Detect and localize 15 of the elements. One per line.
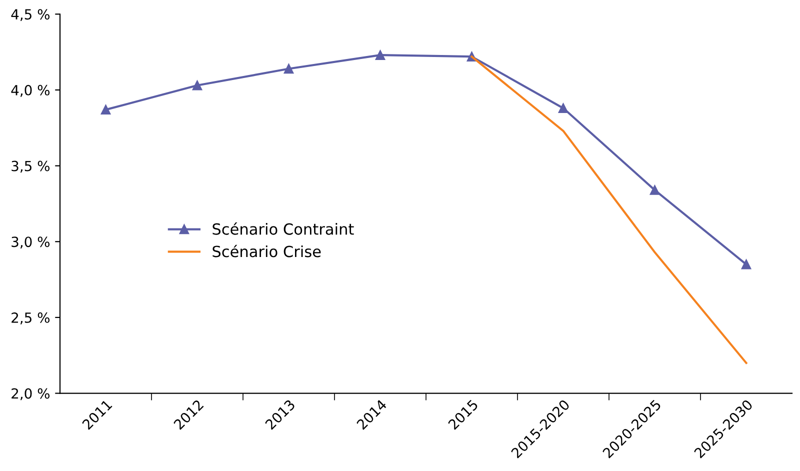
point	[284, 64, 294, 74]
y-tick-label: 4,5 %	[11, 9, 50, 22]
point	[375, 50, 386, 60]
y-tick-label: 3,0 %	[12, 236, 50, 249]
y-tick-label: 2,5 %	[12, 312, 50, 324]
point	[650, 185, 660, 195]
point	[192, 80, 202, 90]
y-tick-label: 3,5 %	[12, 160, 50, 173]
y-tick-label: 2,0 %	[12, 388, 50, 400]
legend-label: Scénario Crise	[212, 244, 321, 258]
point	[741, 260, 752, 270]
legend-label: Scénario Contraint	[212, 222, 354, 235]
point	[558, 103, 568, 114]
y-tick-label: 4,0 %	[11, 84, 50, 97]
point	[100, 104, 111, 115]
